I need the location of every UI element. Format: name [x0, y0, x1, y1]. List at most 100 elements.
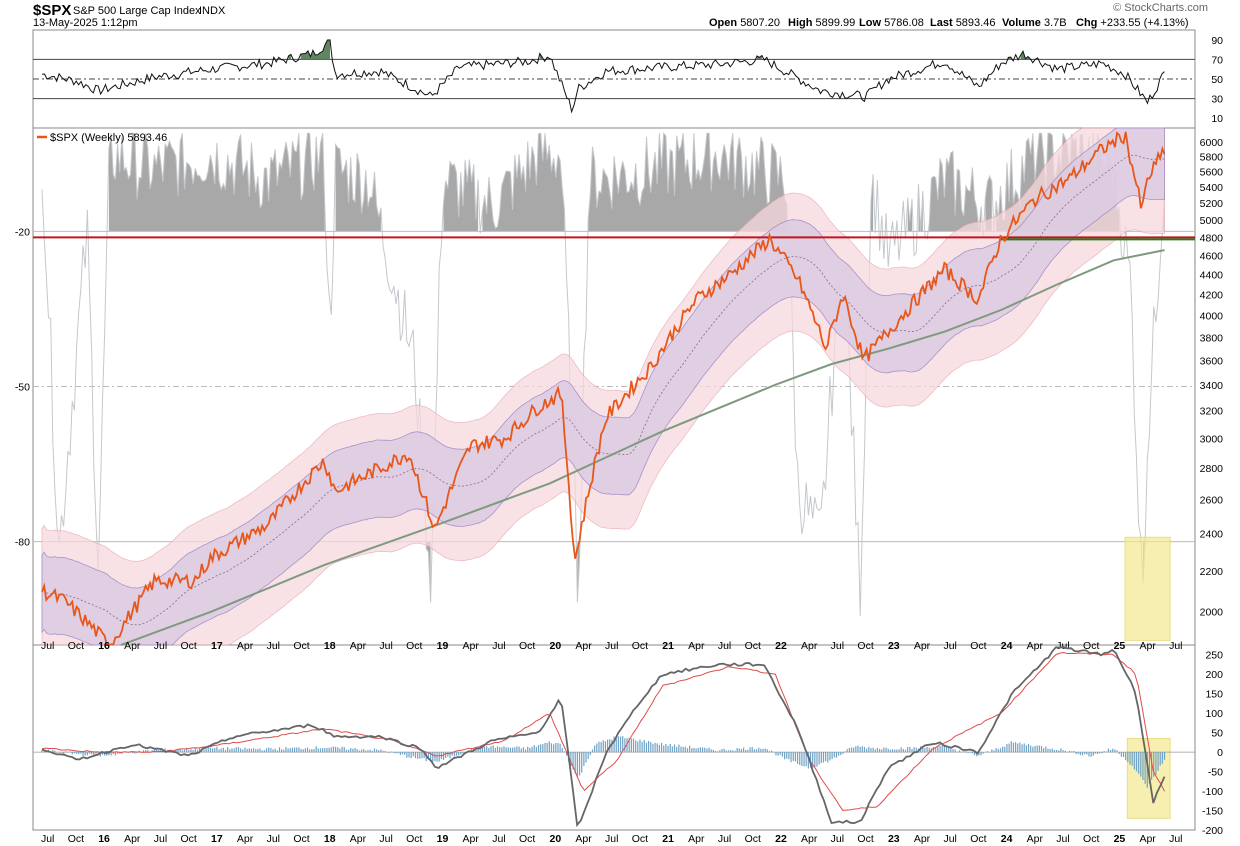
- macd-histogram-bar: [553, 744, 555, 753]
- macd-histogram-bar: [950, 747, 952, 753]
- price-tick-4800: 4800: [1200, 232, 1224, 244]
- rsi-tick-90: 90: [1211, 35, 1223, 47]
- macd-histogram-bar: [689, 745, 691, 753]
- macd-histogram-bar: [1058, 750, 1060, 753]
- macd-histogram-bar: [386, 752, 389, 753]
- volume-value: 3.7B: [1044, 17, 1067, 29]
- macd-histogram-bar: [73, 752, 76, 754]
- signal-line: [41, 651, 1165, 811]
- price-xlabel: Apr: [688, 640, 705, 652]
- macd-histogram-bar: [790, 752, 792, 763]
- macd-histogram-bar: [973, 752, 976, 756]
- macd-histogram-bar: [788, 752, 790, 760]
- macd-histogram-bar: [527, 746, 529, 753]
- macd-histogram-bar: [363, 749, 365, 753]
- price-xlabel: Oct: [970, 640, 986, 652]
- macd-histogram-bar: [188, 750, 190, 753]
- macd-histogram-bar: [1129, 752, 1131, 765]
- macd-histogram-bar: [328, 747, 330, 753]
- macd-histogram-bar: [216, 746, 218, 753]
- macd-histogram-bar: [853, 747, 855, 753]
- macd-xlabel: Jul: [154, 833, 167, 845]
- macd-histogram-bar: [438, 752, 440, 762]
- macd-histogram-bar: [1006, 743, 1008, 753]
- macd-histogram-bar: [242, 749, 244, 753]
- macd-histogram-bar: [900, 747, 902, 753]
- macd-histogram-bar: [714, 750, 717, 753]
- svg-text:Open 5807.20: Open 5807.20: [709, 17, 780, 29]
- svg-text:Volume 3.7B: Volume 3.7B: [1002, 17, 1067, 29]
- macd-histogram-bar: [922, 747, 924, 753]
- macd-histogram-bar: [887, 748, 889, 753]
- macd-histogram-bar: [1133, 752, 1135, 770]
- price-tick-2200: 2200: [1200, 566, 1224, 578]
- high-value: 5899.99: [816, 17, 856, 29]
- macd-histogram-bar: [1025, 745, 1027, 753]
- macd-histogram-bar: [773, 752, 775, 753]
- macd-histogram-bar: [997, 749, 999, 753]
- macd-histogram-bar: [989, 752, 991, 753]
- macd-xlabel: Apr: [688, 833, 705, 845]
- macd-histogram-bar: [151, 750, 153, 753]
- price-tick-5200: 5200: [1200, 198, 1224, 210]
- macd-histogram-bar: [622, 736, 624, 753]
- price-tick-4600: 4600: [1200, 251, 1224, 263]
- macd-xlabel: Apr: [350, 833, 367, 845]
- osc-lower-fill: [426, 541, 431, 603]
- macd-histogram-bar: [1118, 752, 1120, 754]
- macd-histogram-bar: [889, 749, 891, 753]
- macd-histogram-bar: [730, 750, 732, 753]
- macd-histogram-bar: [393, 752, 395, 753]
- macd-histogram-bar: [1122, 752, 1125, 757]
- macd-histogram-bar: [255, 749, 257, 753]
- macd-histogram-bar: [134, 752, 136, 754]
- chg-label: Chg: [1076, 17, 1097, 29]
- macd-histogram-bar: [309, 749, 311, 753]
- macd-histogram-bar: [1075, 752, 1077, 755]
- macd-histogram-bar: [544, 742, 546, 753]
- macd-histogram-bar: [736, 748, 738, 753]
- macd-histogram-bar: [220, 748, 222, 753]
- macd-histogram-bar: [335, 746, 337, 753]
- price-tick-2400: 2400: [1200, 529, 1224, 541]
- price-xlabel: Jul: [41, 640, 54, 652]
- macd-histogram-bar: [891, 749, 894, 753]
- macd-histogram-bar: [1040, 745, 1043, 753]
- macd-histogram-bar: [302, 749, 304, 753]
- price-xlabel: 17: [211, 640, 223, 652]
- macd-histogram-bar: [598, 741, 600, 753]
- price-xlabel: Apr: [237, 640, 254, 652]
- macd-histogram-bar: [347, 749, 350, 753]
- macd-histogram-bar: [67, 752, 69, 753]
- macd-histogram-bar: [522, 747, 525, 753]
- macd-histogram-bar: [1161, 752, 1163, 764]
- macd-histogram-bar: [423, 752, 425, 759]
- macd-histogram-bar: [630, 738, 632, 753]
- volume-label: Volume: [1002, 17, 1041, 29]
- macd-xlabel: 24: [1001, 833, 1013, 845]
- macd-histogram-bar: [218, 749, 220, 753]
- price-xlabel: 24: [1001, 640, 1013, 652]
- macd-histogram-bar: [812, 752, 814, 768]
- macd-histogram-bar: [924, 747, 926, 753]
- macd-histogram-bar: [494, 747, 496, 753]
- macd-histogram-bar: [116, 752, 119, 754]
- macd-histogram-bar: [1135, 752, 1138, 772]
- macd-histogram-bar: [712, 749, 714, 753]
- macd-histogram-bar: [840, 752, 842, 756]
- macd-histogram-bar: [1004, 746, 1006, 753]
- macd-histogram-bar: [401, 752, 404, 755]
- macd-histogram-bar: [701, 747, 704, 753]
- macd-histogram-bar: [518, 746, 520, 753]
- index-name: S&P 500 Large Cap Index: [73, 5, 201, 17]
- macd-histogram-bar: [574, 752, 576, 774]
- macd-histogram-bar: [660, 742, 663, 753]
- macd-histogram-bar: [142, 750, 145, 753]
- rsi-line: [41, 39, 1165, 114]
- macd-xlabel: 19: [437, 833, 449, 845]
- macd-histogram-bar: [207, 746, 209, 753]
- macd-histogram-bar: [451, 752, 453, 756]
- macd-histogram-bar: [1062, 750, 1064, 753]
- macd-xlabel: Jul: [41, 833, 54, 845]
